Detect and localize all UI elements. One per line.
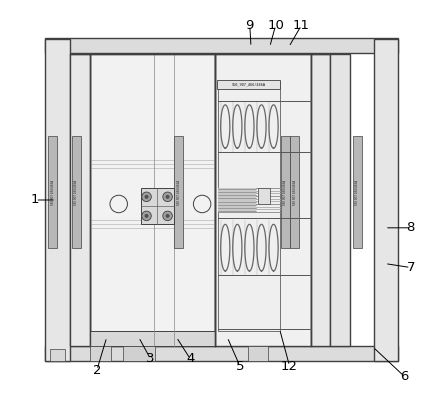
Bar <box>72 136 81 248</box>
Bar <box>218 188 256 212</box>
Bar <box>45 38 398 53</box>
Text: 11: 11 <box>293 19 310 32</box>
Bar <box>48 136 57 248</box>
Bar <box>217 80 281 89</box>
Bar <box>311 54 330 346</box>
Text: S50 907 466/466A: S50 907 466/466A <box>356 180 360 205</box>
Bar <box>218 81 280 331</box>
Text: 2: 2 <box>93 364 101 376</box>
Bar <box>45 39 70 361</box>
Text: S50_907_466/466A: S50_907_466/466A <box>232 82 266 86</box>
Bar <box>141 188 174 224</box>
Text: 5: 5 <box>236 360 244 372</box>
Circle shape <box>166 195 170 199</box>
Bar <box>258 188 270 204</box>
Circle shape <box>142 192 151 202</box>
Text: 10: 10 <box>267 19 284 32</box>
Bar <box>90 54 215 346</box>
Circle shape <box>163 192 172 202</box>
Circle shape <box>163 211 172 221</box>
Text: 7: 7 <box>406 261 415 274</box>
Bar <box>90 346 111 361</box>
Text: 6: 6 <box>400 370 409 383</box>
Circle shape <box>145 214 148 218</box>
Bar <box>123 346 155 361</box>
Circle shape <box>142 211 151 221</box>
Text: 8: 8 <box>407 221 415 234</box>
Circle shape <box>166 214 170 218</box>
Bar <box>374 39 398 361</box>
Circle shape <box>145 195 148 199</box>
Bar <box>353 136 362 248</box>
Text: 9: 9 <box>246 19 254 32</box>
Bar <box>90 331 215 346</box>
Text: S50 907 466/466A: S50 907 466/466A <box>51 180 55 205</box>
Bar <box>70 54 90 346</box>
Bar <box>248 346 269 361</box>
Bar <box>215 54 311 346</box>
Text: S50 907 466/466A: S50 907 466/466A <box>283 180 287 205</box>
Bar <box>330 54 350 346</box>
Text: 12: 12 <box>281 360 298 372</box>
Text: 1: 1 <box>31 194 40 206</box>
Bar <box>281 136 289 248</box>
Text: S50 907 466/466A: S50 907 466/466A <box>74 180 78 205</box>
Text: 3: 3 <box>146 352 155 365</box>
Text: 4: 4 <box>186 352 194 365</box>
Bar <box>50 349 65 361</box>
Text: S50 907 466/466A: S50 907 466/466A <box>293 180 297 205</box>
Text: S50 907 466/466A: S50 907 466/466A <box>177 180 181 205</box>
Bar <box>290 136 299 248</box>
Bar <box>45 346 398 361</box>
Bar <box>174 136 183 248</box>
